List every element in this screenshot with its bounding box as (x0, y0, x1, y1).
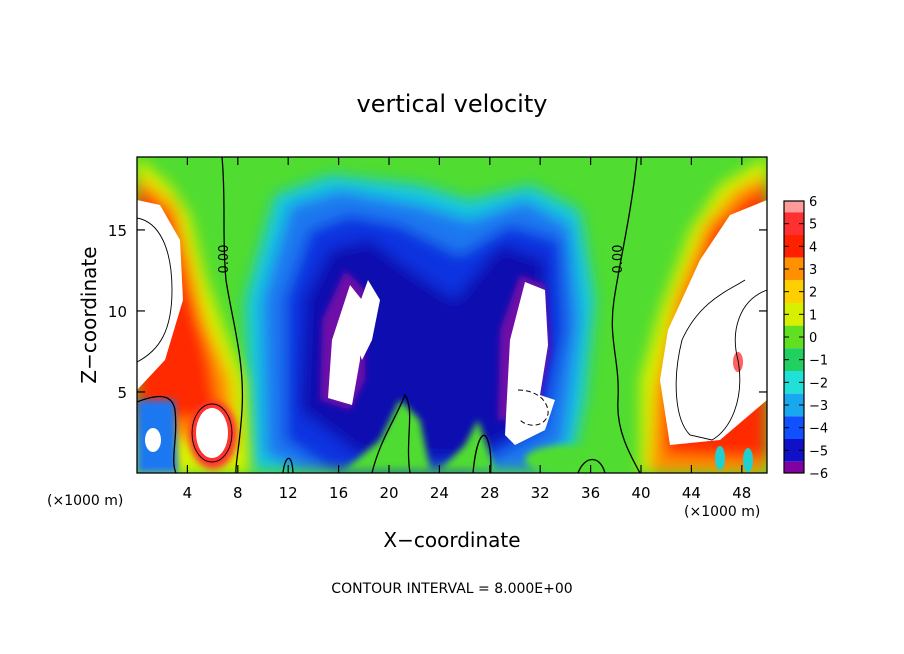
x-tick-label: 16 (329, 484, 348, 502)
x-tick-label: 4 (183, 484, 193, 502)
colorbar-swatch (784, 212, 804, 235)
x-axis: 4 8 12 16 20 24 28 32 36 40 44 48 (183, 157, 751, 502)
colorbar-swatch (784, 325, 804, 349)
y-tick-label: 15 (108, 222, 127, 240)
colorbar-label: 3 (809, 263, 817, 278)
x-tick-label: 24 (430, 484, 449, 502)
x-tick-label: 20 (379, 484, 398, 502)
colorbar-label: 5 (809, 218, 817, 233)
colorbar-label: −3 (809, 399, 828, 414)
x-tick-label: 40 (631, 484, 650, 502)
colorbar-label: 6 (809, 195, 817, 210)
colorbar-label: 4 (809, 240, 817, 255)
y-tick-label: 5 (117, 384, 127, 402)
velocity-field (137, 157, 767, 473)
colorbar-swatch (784, 235, 804, 258)
y-axis: 5 10 15 (108, 222, 767, 402)
colorbar-label: 0 (809, 331, 817, 346)
colorbar-swatch (784, 371, 804, 394)
colorbar-swatch (784, 393, 804, 417)
colorbar-label: −4 (809, 422, 828, 437)
x-unit-left: (×1000 m) (47, 493, 123, 509)
x-tick-label: 28 (480, 484, 499, 502)
colorbar-label: −5 (809, 444, 828, 459)
colorbar-label: −1 (809, 354, 828, 369)
contour-label: 0.00 (217, 245, 232, 274)
colorbar-swatch (784, 461, 804, 473)
colorbar: 6 5 4 3 2 1 0 −1 −2 −3 −4 −5 −6 (783, 195, 828, 482)
colorbar-swatch (784, 439, 804, 462)
x-tick-label: 8 (233, 484, 243, 502)
x-tick-label: 36 (581, 484, 600, 502)
colorbar-label: −6 (809, 467, 828, 482)
y-axis-label: Z−coordinate (77, 246, 101, 383)
contour-label: 0.00 (611, 245, 626, 274)
colorbar-swatch (784, 416, 804, 439)
contour-interval-note: CONTOUR INTERVAL = 8.000E+00 (331, 581, 572, 597)
y-tick-label: 10 (108, 303, 127, 321)
colorbar-swatch (784, 257, 804, 281)
x-tick-label: 48 (732, 484, 751, 502)
colorbar-swatch (784, 280, 804, 303)
x-tick-label: 44 (682, 484, 701, 502)
x-unit-right: (×1000 m) (684, 504, 760, 520)
chart-title: vertical velocity (357, 90, 548, 118)
colorbar-swatch (784, 303, 804, 326)
x-axis-label: X−coordinate (383, 528, 520, 552)
colorbar-label: −2 (809, 376, 828, 391)
plot-frame (136, 156, 768, 474)
colorbar-label: 1 (809, 308, 817, 323)
x-tick-label: 12 (279, 484, 298, 502)
colorbar-swatch (784, 348, 804, 371)
x-tick-label: 32 (531, 484, 550, 502)
colorbar-label: 2 (809, 286, 817, 301)
colorbar-swatch (784, 201, 804, 213)
